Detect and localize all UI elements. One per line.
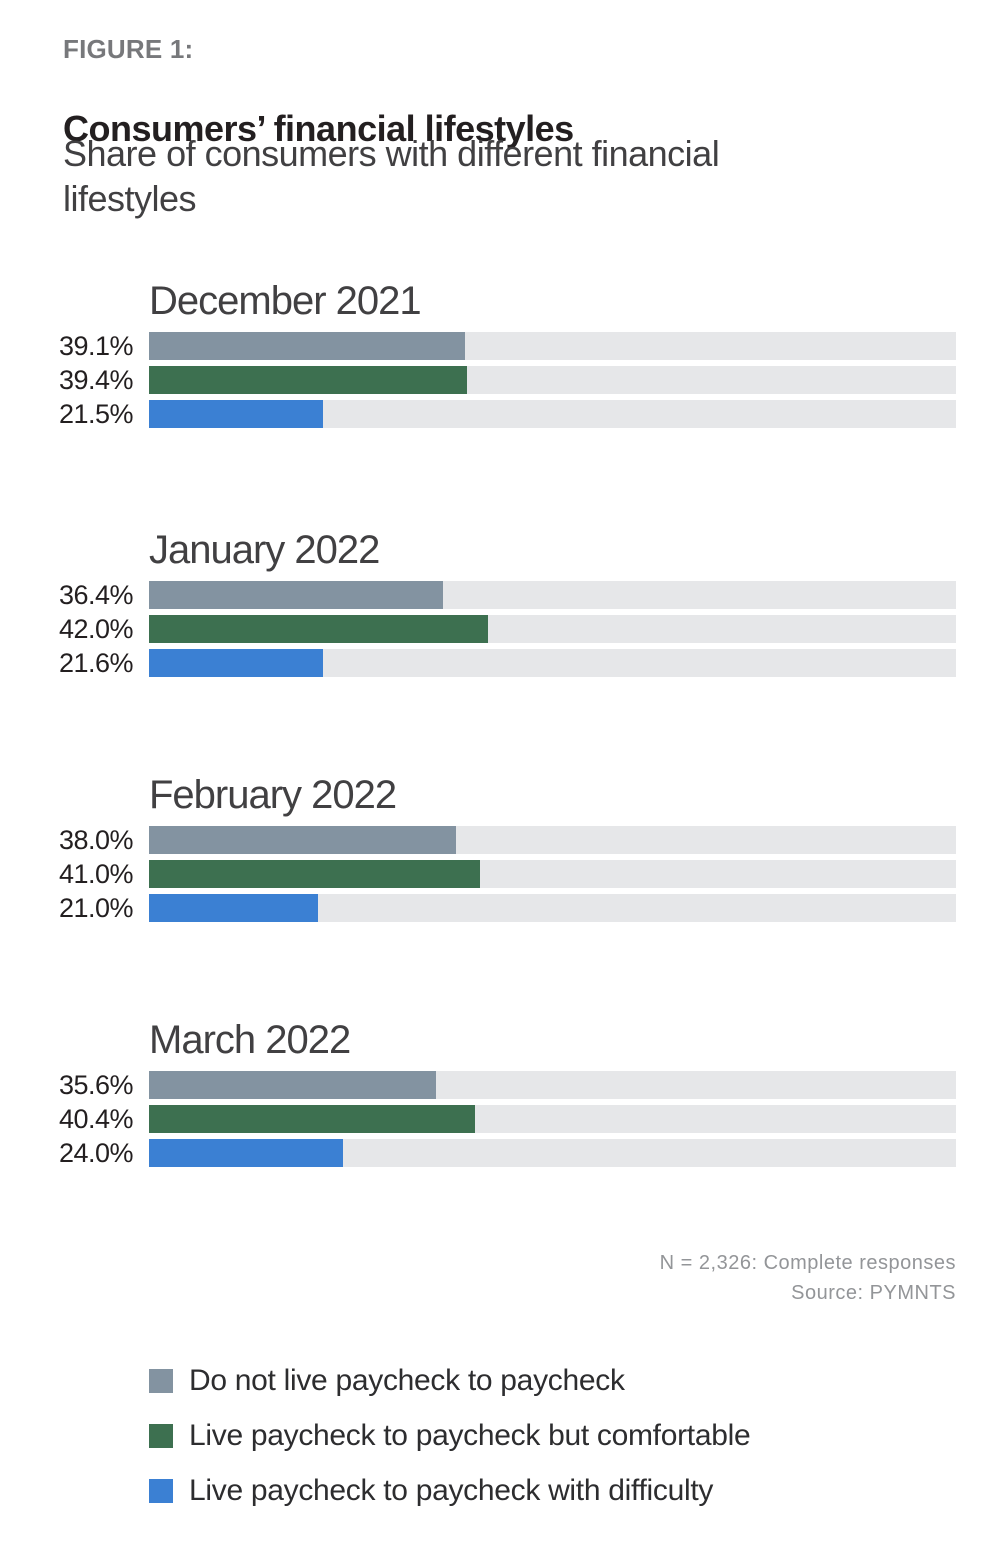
bar-live-paycheck-comfortable: [149, 366, 467, 394]
bar-track: [149, 1105, 956, 1133]
bar-track: [149, 894, 956, 922]
bar-value-label: 21.0%: [58, 893, 134, 923]
bar-track: [149, 332, 956, 360]
bar-value-label: 38.0%: [58, 825, 134, 855]
bar-track: [149, 366, 956, 394]
bar-track: [149, 860, 956, 888]
bar-live-paycheck-difficulty: [149, 400, 323, 428]
group-title: January 2022: [149, 528, 380, 572]
bar-row: 41.0%: [0, 860, 956, 888]
bar-row: 21.5%: [0, 400, 956, 428]
bar-track: [149, 826, 956, 854]
group-title: March 2022: [149, 1018, 351, 1062]
legend-swatch-blue-icon: [149, 1479, 173, 1503]
bar-value-label: 36.4%: [58, 580, 134, 610]
chart-group-march-2022: March 2022 35.6% 40.4% 24.0%: [0, 1018, 956, 1173]
chart-group-january-2022: January 2022 36.4% 42.0% 21.6%: [0, 528, 956, 683]
group-title: December 2021: [149, 279, 422, 323]
source-note: Source: PYMNTS: [791, 1282, 956, 1304]
chart-subtitle: Share of consumers with different financ…: [63, 133, 720, 219]
bar-value-label: 39.4%: [58, 365, 134, 395]
bar-row: 35.6%: [0, 1071, 956, 1099]
bar-value-label: 21.5%: [58, 399, 134, 429]
bar-live-paycheck-difficulty: [149, 649, 324, 677]
bar-value-label: 24.0%: [58, 1138, 134, 1168]
bar-row: 39.4%: [0, 366, 956, 394]
bar-live-paycheck-comfortable: [149, 1105, 476, 1133]
bar-do-not-live-paycheck-to-paycheck: [149, 826, 456, 854]
bar-value-label: 42.0%: [58, 614, 134, 644]
bar-do-not-live-paycheck-to-paycheck: [149, 1071, 437, 1099]
footnote: N = 2,326: Complete responses Source: PY…: [660, 1248, 956, 1308]
legend-item: Do not live paycheck to paycheck: [149, 1364, 750, 1397]
bar-do-not-live-paycheck-to-paycheck: [149, 332, 465, 360]
sample-size-note: N = 2,326: Complete responses: [659, 1252, 956, 1274]
bar-value-label: 39.1%: [58, 331, 134, 361]
legend-label: Do not live paycheck to paycheck: [189, 1364, 625, 1397]
legend-swatch-green-icon: [149, 1424, 173, 1448]
bar-do-not-live-paycheck-to-paycheck: [149, 581, 443, 609]
bar-row: 39.1%: [0, 332, 956, 360]
bar-value-label: 21.6%: [58, 648, 134, 678]
bar-row: 36.4%: [0, 581, 956, 609]
bar-value-label: 41.0%: [58, 859, 134, 889]
bar-row: 21.0%: [0, 894, 956, 922]
bar-row: 40.4%: [0, 1105, 956, 1133]
bar-track: [149, 649, 956, 677]
legend: Do not live paycheck to paycheck Live pa…: [149, 1364, 751, 1533]
legend-swatch-gray-icon: [149, 1369, 173, 1393]
legend-label: Live paycheck to paycheck but comfortabl…: [189, 1419, 751, 1452]
bar-live-paycheck-comfortable: [149, 615, 488, 643]
bar-row: 21.6%: [0, 649, 956, 677]
bar-row: 42.0%: [0, 615, 956, 643]
chart-title: Consumers’ financial lifestyles: [63, 108, 574, 150]
bar-value-label: 40.4%: [58, 1104, 134, 1134]
chart-group-february-2022: February 2022 38.0% 41.0% 21.0%: [0, 773, 956, 928]
bar-live-paycheck-difficulty: [149, 894, 319, 922]
bar-value-label: 35.6%: [58, 1070, 134, 1100]
group-title: February 2022: [149, 773, 397, 817]
bar-track: [149, 581, 956, 609]
legend-item: Live paycheck to paycheck with difficult…: [149, 1474, 750, 1507]
bar-row: 24.0%: [0, 1139, 956, 1167]
legend-label: Live paycheck to paycheck with difficult…: [189, 1474, 714, 1507]
bar-track: [149, 1139, 956, 1167]
chart-group-december-2021: December 2021 39.1% 39.4% 21.5%: [0, 279, 956, 434]
bar-track: [149, 400, 956, 428]
figure-number-label: FIGURE 1:: [63, 34, 194, 64]
bar-track: [149, 1071, 956, 1099]
bar-row: 38.0%: [0, 826, 956, 854]
bar-live-paycheck-difficulty: [149, 1139, 343, 1167]
bar-track: [149, 615, 956, 643]
bar-live-paycheck-comfortable: [149, 860, 480, 888]
legend-item: Live paycheck to paycheck but comfortabl…: [149, 1419, 751, 1452]
